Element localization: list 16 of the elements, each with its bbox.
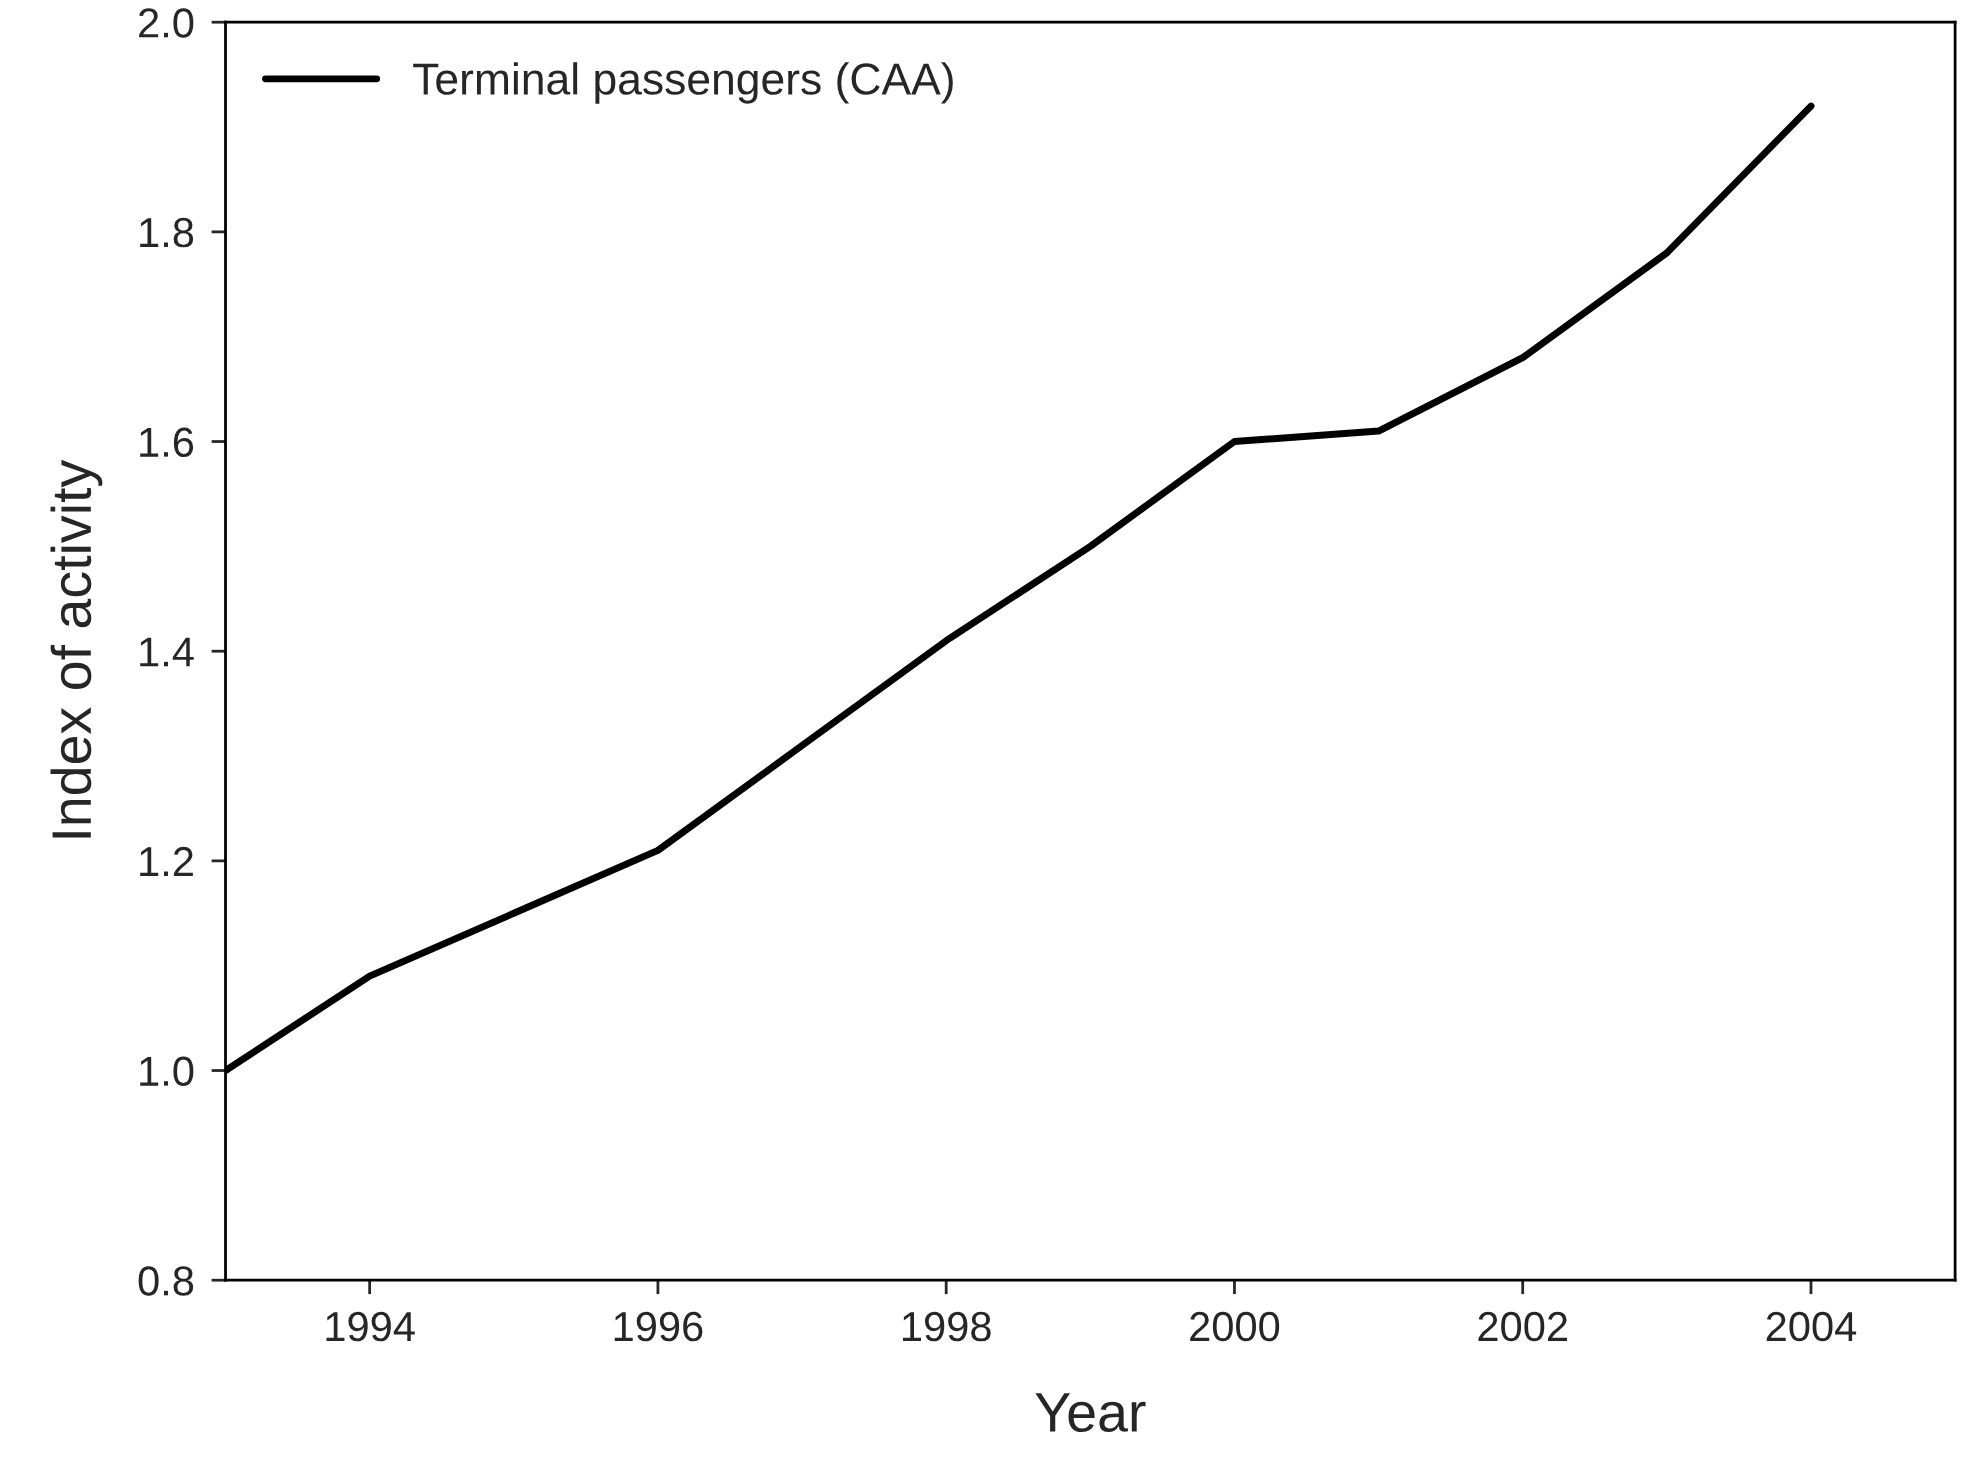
legend-label: Terminal passengers (CAA): [413, 62, 953, 104]
y-tick-label: 2.0: [139, 8, 194, 38]
x-tick-label: 2004: [1766, 1311, 1857, 1342]
y-tick-label: 0.8: [138, 1266, 194, 1296]
y-axis-title: Index of activity: [50, 459, 103, 838]
y-tick-label: 1.2: [140, 846, 193, 876]
x-tick-label: 1996: [614, 1311, 703, 1342]
x-tick-label: 1994: [326, 1311, 415, 1342]
y-tick-label: 1.8: [140, 217, 194, 248]
y-tick-label: 1.0: [140, 1056, 194, 1087]
x-tick-label: 2000: [1190, 1311, 1280, 1342]
x-tick-label: 2002: [1478, 1311, 1567, 1342]
y-tick-label: 1.4: [140, 637, 194, 667]
x-tick-label: 1998: [903, 1311, 991, 1342]
y-tick-label: 1.6: [140, 427, 194, 458]
x-axis-title: Year: [1035, 1393, 1146, 1433]
